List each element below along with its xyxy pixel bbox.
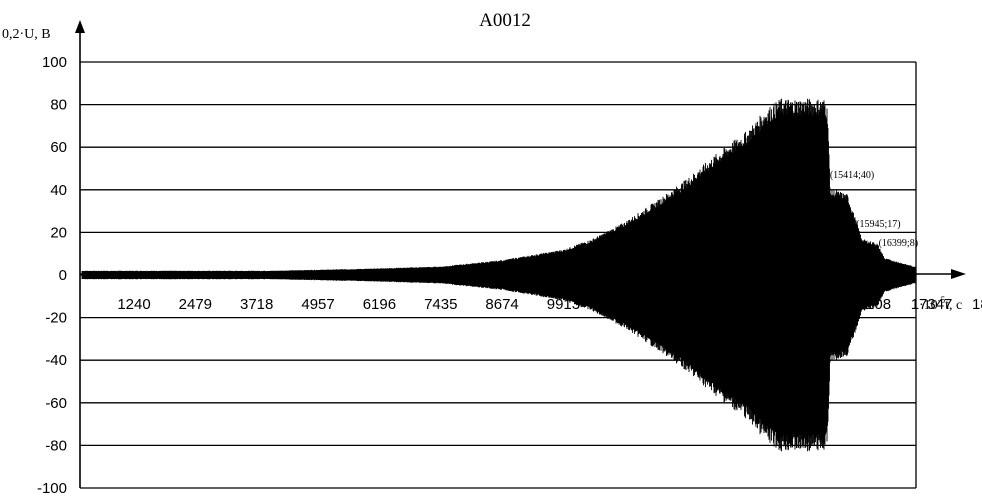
x-tick-label: 6196	[363, 296, 396, 313]
y-axis-arrow	[75, 20, 85, 33]
chart-title: A0012	[479, 10, 531, 31]
x-tick-label: 4957	[301, 296, 334, 313]
point-annotation: (15414;40)	[830, 170, 874, 181]
x-tick-label: 18586	[972, 296, 982, 313]
x-tick-label: 16108	[849, 296, 891, 313]
x-axis-arrow	[951, 269, 966, 279]
y-tick-label: -20	[45, 310, 67, 327]
x-tick-labels: 1240 2479 3718 4957 6196 7435 8674 9913 16108 173…	[117, 296, 982, 313]
x-axis-label-suffix: t, c	[945, 298, 962, 313]
y-tick-label: 0	[59, 267, 67, 284]
x-axis-label-prefix: ·10	[919, 298, 938, 313]
y-tick-label: -60	[45, 395, 67, 412]
y-tick-label: -80	[45, 437, 67, 454]
annotations: (15414;40) (15945;17) (16399;8)	[830, 170, 918, 249]
y-tick-label: -100	[37, 480, 67, 497]
x-tick-label: 17347	[911, 296, 953, 313]
x-tick-label: 2479	[179, 296, 212, 313]
point-annotation: (15945;17)	[856, 219, 900, 230]
y-tick-label: 100	[42, 54, 67, 71]
x-tick-label: 7435	[424, 296, 457, 313]
y-axis-label: 0,2·U, B	[2, 27, 51, 42]
y-tick-label: 20	[50, 224, 67, 241]
signal-series	[81, 98, 916, 452]
y-tick-label: 60	[50, 139, 67, 156]
x-tick-label: 1240	[117, 296, 150, 313]
y-tick-label: -40	[45, 352, 67, 369]
x-tick-label: 9913	[547, 296, 580, 313]
x-tick-label: 3718	[240, 296, 273, 313]
x-axis-label: ·10-5t, c	[919, 295, 962, 313]
x-tick-label: 8674	[485, 296, 518, 313]
signal-line	[81, 98, 916, 452]
x-axis-label-exponent: -5	[938, 295, 946, 305]
y-tick-label: 80	[50, 97, 67, 114]
point-annotation: (16399;8)	[879, 238, 918, 249]
y-tick-labels: 100 80 60 40 20 0 -20 -40 -60 -80 -100	[37, 54, 67, 497]
y-tick-label: 40	[50, 182, 67, 199]
